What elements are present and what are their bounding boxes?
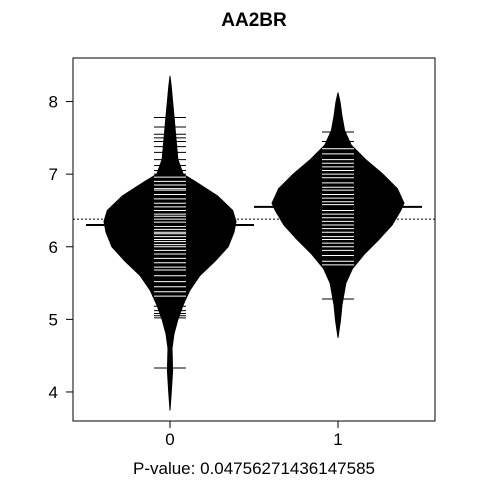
bean-shape-1 bbox=[271, 92, 405, 338]
y-tick-label-8: 8 bbox=[49, 93, 58, 112]
overlay-layer bbox=[73, 117, 435, 369]
y-tick-label-6: 6 bbox=[49, 238, 58, 257]
y-tick-label-5: 5 bbox=[49, 310, 58, 329]
y-tick-label-7: 7 bbox=[49, 165, 58, 184]
y-tick-label-4: 4 bbox=[49, 383, 58, 402]
x-axis-label: P-value: 0.04756271436147585 bbox=[133, 459, 375, 478]
y-axis: 4 5 6 7 8 bbox=[49, 93, 74, 402]
x-tick-label-1: 1 bbox=[333, 430, 342, 449]
beans-layer bbox=[103, 75, 405, 411]
bean-shape-0 bbox=[103, 75, 237, 411]
x-tick-label-0: 0 bbox=[165, 430, 174, 449]
chart-title: AA2BR bbox=[221, 10, 287, 31]
